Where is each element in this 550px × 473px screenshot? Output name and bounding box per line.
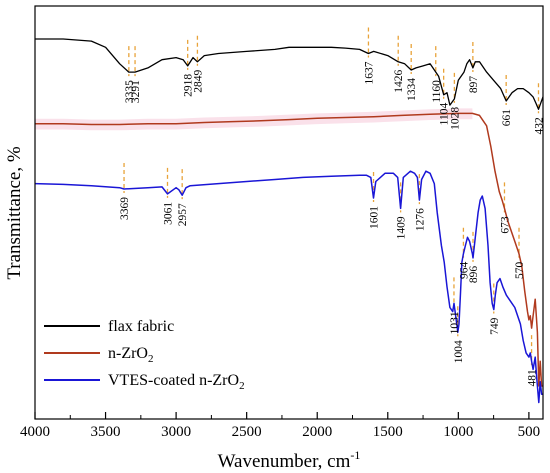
x-axis-ticks: 4000 3500 3000 2500 2000 1500 1000 500 bbox=[20, 412, 540, 440]
peak-label-1028: 1028 bbox=[449, 107, 461, 130]
x-axis-title-text: Wavenumber, cm bbox=[218, 451, 351, 472]
peak-label-2849: 2849 bbox=[192, 70, 204, 93]
x-tick-label-3500: 3500 bbox=[91, 424, 121, 440]
x-axis-title-superscript: -1 bbox=[350, 448, 360, 462]
peak-label-1004: 1004 bbox=[453, 340, 465, 363]
x-tick-label-4000: 4000 bbox=[20, 424, 50, 440]
peak-label-2918: 2918 bbox=[183, 74, 195, 97]
peak-label-897: 897 bbox=[468, 76, 480, 94]
legend-label-2: VTES-coated n-ZrO2 bbox=[108, 372, 245, 392]
x-tick-label-3000: 3000 bbox=[161, 424, 191, 440]
x-axis-title: Wavenumber, cm-1 bbox=[218, 448, 361, 472]
x-tick-label-1500: 1500 bbox=[373, 424, 403, 440]
peak-label-570: 570 bbox=[514, 262, 526, 280]
peak-label-3291: 3291 bbox=[130, 80, 142, 103]
peak-label-749: 749 bbox=[489, 317, 501, 335]
legend-label-1: n-ZrO2 bbox=[108, 345, 153, 365]
plot-frame bbox=[34, 5, 544, 420]
x-tick-label-1000: 1000 bbox=[443, 424, 473, 440]
peak-label-1601: 1601 bbox=[369, 206, 381, 229]
series-line-1 bbox=[35, 112, 543, 387]
x-tick-label-2500: 2500 bbox=[232, 424, 262, 440]
x-tick-label-2000: 2000 bbox=[302, 424, 332, 440]
peak-label-661: 661 bbox=[501, 109, 513, 127]
highlight-band bbox=[35, 108, 473, 131]
legend-label-subscript: 2 bbox=[239, 380, 245, 392]
legend-label-text: n-ZrO bbox=[108, 345, 148, 362]
peak-label-1276: 1276 bbox=[414, 208, 426, 231]
peak-label-1031: 1031 bbox=[449, 311, 461, 334]
peak-label-3061: 3061 bbox=[163, 202, 175, 225]
legend-label-subscript: 2 bbox=[148, 353, 154, 365]
peak-label-896: 896 bbox=[468, 266, 480, 284]
peak-label-964: 964 bbox=[458, 262, 470, 280]
peak-label-1426: 1426 bbox=[393, 70, 405, 93]
peak-label-673: 673 bbox=[500, 216, 512, 234]
peak-label-481: 481 bbox=[527, 369, 539, 387]
legend-label-text: VTES-coated n-ZrO bbox=[108, 372, 239, 389]
peak-label-1637: 1637 bbox=[363, 61, 375, 84]
series-line-0 bbox=[35, 38, 543, 110]
peak-label-3335: 3335 bbox=[124, 80, 136, 103]
highlight-band-area bbox=[35, 108, 473, 131]
peak-label-2957: 2957 bbox=[177, 203, 189, 226]
peak-label-1160: 1160 bbox=[431, 80, 443, 103]
peak-label-1334: 1334 bbox=[406, 78, 418, 101]
peak-label-3369: 3369 bbox=[119, 197, 131, 220]
peak-label-1409: 1409 bbox=[396, 216, 408, 239]
legend-label-0: flax fabric bbox=[108, 318, 174, 335]
peak-label-1104: 1104 bbox=[439, 103, 451, 126]
series-line-2 bbox=[35, 170, 543, 404]
series-lines bbox=[35, 38, 543, 404]
peak-label-432: 432 bbox=[534, 117, 546, 135]
y-axis-title: Transmittance, % bbox=[4, 146, 25, 280]
x-tick-label-500: 500 bbox=[518, 424, 541, 440]
